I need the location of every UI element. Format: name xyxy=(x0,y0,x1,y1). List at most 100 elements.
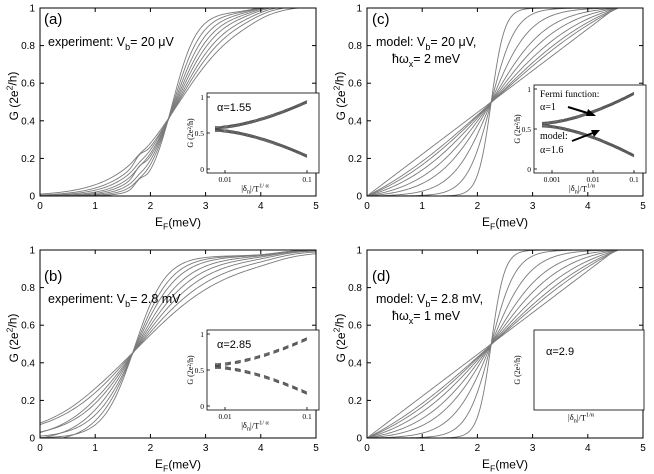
inset-frame xyxy=(206,329,320,411)
inset-y-tick-label: 0.5 xyxy=(522,125,532,134)
inset-x-label-part: |δ xyxy=(241,420,247,430)
inset-x-label-part: |/T xyxy=(250,421,260,431)
y-tick-label: 0.6 xyxy=(21,79,35,90)
condition-annotation: model: Vb= 2.8 mV, xyxy=(376,292,483,309)
y-axis-label: G (2e2/h) xyxy=(5,314,21,363)
inset-y-tick-label: 0.5 xyxy=(195,129,205,138)
conductance-curve xyxy=(366,249,643,439)
inset-x-tick-label: 0.01 xyxy=(218,412,231,421)
inset-curve xyxy=(214,100,308,127)
y-axis-label-part: /h) xyxy=(333,314,347,328)
x-tick-label: 1 xyxy=(419,201,425,212)
y-axis-label-part: G (2e xyxy=(334,332,348,362)
condition-annotation-part: b xyxy=(425,299,430,309)
conductance-curve xyxy=(366,249,643,439)
inset-curve xyxy=(214,128,308,156)
inset-x-label-part: 1/α xyxy=(587,184,596,190)
y-tick-label: 0.2 xyxy=(348,396,362,407)
conductance-curve xyxy=(39,250,317,433)
phonon-annotation: ħωx= 2 meV xyxy=(392,52,461,69)
x-tick-label: 0 xyxy=(37,201,43,212)
y-tick-label: 0.8 xyxy=(21,41,35,52)
phonon-annotation-part: ħω xyxy=(392,52,409,66)
inset-alpha-bottom: α=1.6 xyxy=(540,145,563,156)
x-tick-label: 1 xyxy=(92,443,98,454)
y-tick-label: 0.8 xyxy=(21,283,35,294)
y-tick-label: 0 xyxy=(29,434,35,445)
inset-x-label: |δn|/T1/α xyxy=(569,183,596,196)
x-tick-label: 2 xyxy=(475,443,481,454)
inset-curve xyxy=(214,338,308,366)
x-axis-label: EF(meV) xyxy=(482,215,528,232)
phonon-annotation: ħωx= 1 meV xyxy=(392,309,461,326)
inset-b: G (2e²/h) |δn|/T1/ α 0 0.5 1 0.01 0.1 α=2.85 xyxy=(186,329,320,433)
y-axis-label-part: 2 xyxy=(5,85,15,90)
conductance-curve xyxy=(39,249,317,437)
inset-curve xyxy=(214,366,308,394)
x-tick-label: 5 xyxy=(640,443,646,454)
x-tick-label: 0 xyxy=(364,201,370,212)
phonon-annotation-part: = 2 meV xyxy=(413,52,461,66)
conductance-curve xyxy=(39,253,317,424)
y-tick-label: 1 xyxy=(29,246,35,257)
inset-y-label-part: G (2e²/h) xyxy=(513,114,522,144)
x-tick-label: 5 xyxy=(313,443,319,454)
conductance-curve xyxy=(366,7,643,197)
inset-x-label: |δn|/T1/α xyxy=(568,412,595,425)
inset-curve xyxy=(214,365,308,393)
y-tick-label: 0 xyxy=(356,434,362,445)
condition-annotation: model: Vb= 20 μV, xyxy=(376,35,476,52)
inset-alpha-top: α=1 xyxy=(540,102,556,113)
panel-label: (c) xyxy=(372,11,390,28)
y-tick-label: 0.2 xyxy=(21,154,35,165)
inset-curve xyxy=(214,130,308,157)
x-axis-label-part: E xyxy=(482,457,490,471)
conductance-curve xyxy=(366,7,643,197)
y-tick-label: 0.2 xyxy=(348,154,362,165)
inset-curve xyxy=(214,102,308,130)
inset-alpha-label: α=2.9 xyxy=(546,346,574,358)
inset-curve xyxy=(214,367,308,394)
x-axis-label-part: F xyxy=(163,464,168,474)
y-tick-label: 0.4 xyxy=(348,116,362,127)
inset-x-tick-label: 0.1 xyxy=(629,175,639,184)
inset-y-label: G (2e²/h) xyxy=(186,118,195,148)
condition-annotation-part: = 2.8 mV, xyxy=(430,292,483,306)
inset-x-label: |δn|/T1/ α xyxy=(241,420,269,433)
inset-curve xyxy=(214,101,308,129)
condition-annotation-part: = 2.8 mV xyxy=(130,292,181,306)
y-tick-label: 0.2 xyxy=(21,396,35,407)
x-tick-label: 5 xyxy=(313,201,319,212)
conductance-curve xyxy=(366,7,643,197)
inset-y-tick-label: 1 xyxy=(527,85,531,94)
inset-x-label-part: n xyxy=(247,427,250,433)
inset-alpha-label: α=1.55 xyxy=(217,102,251,114)
inset-x-label-part: |/T xyxy=(578,184,588,194)
inset-y-tick-label: 1 xyxy=(200,330,204,339)
condition-annotation: experiment: Vb= 20 μV xyxy=(48,35,174,52)
condition-annotation: experiment: Vb= 2.8 mV xyxy=(48,292,181,309)
inset-curve xyxy=(214,129,308,157)
y-axis-label-part: G (2e xyxy=(7,90,21,120)
panel-label: (d) xyxy=(372,268,390,285)
condition-annotation-part: b xyxy=(425,42,430,52)
inset-y-tick-label: 0 xyxy=(527,165,531,174)
y-tick-label: 0.6 xyxy=(21,321,35,332)
y-axis-label-part: /h) xyxy=(6,314,20,328)
inset-x-label-part: n xyxy=(247,190,250,196)
x-tick-label: 1 xyxy=(419,443,425,454)
x-tick-label: 2 xyxy=(148,201,154,212)
inset-curve xyxy=(214,131,308,158)
x-axis-label-part: (meV) xyxy=(495,216,528,230)
inset-x-label-part: |δ xyxy=(569,183,575,193)
inset-curve xyxy=(214,339,308,367)
y-axis-label-part: G (2e xyxy=(7,332,21,362)
condition-annotation-part: model: V xyxy=(376,35,426,49)
inset-alpha-label: α=2.85 xyxy=(217,339,251,351)
inset-curve xyxy=(541,126,635,158)
inset-a: G (2e²/h) |δn|/T1/ α 0 0.5 1 0.01 0.1 α=1.55 xyxy=(186,92,320,196)
inset-frame xyxy=(533,329,645,411)
condition-annotation-part: experiment: V xyxy=(48,35,126,49)
inset-x-label: |δn|/T1/ α xyxy=(241,183,269,196)
